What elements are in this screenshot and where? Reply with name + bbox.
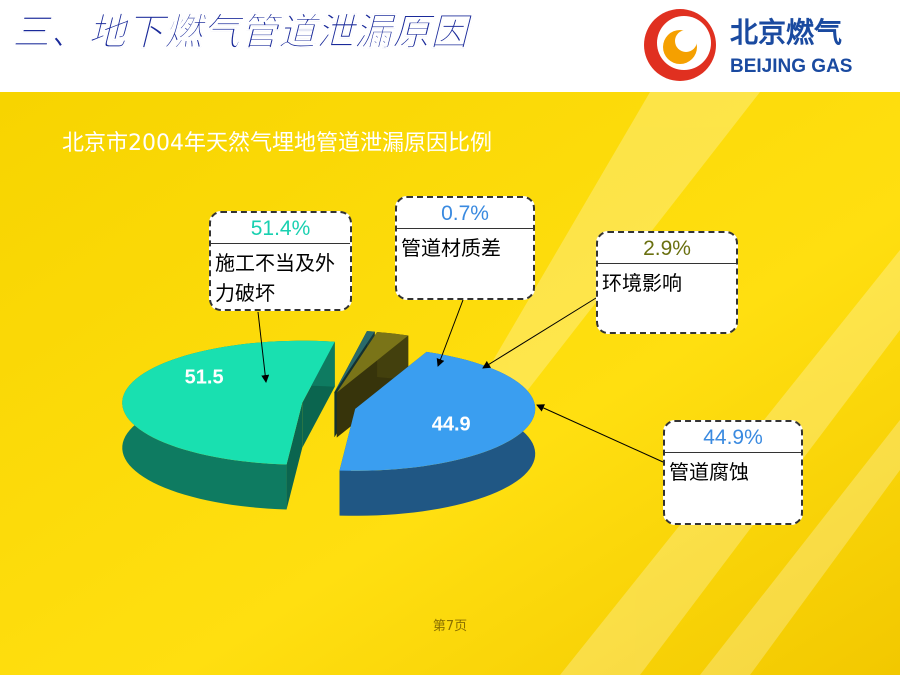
callout: 44.9% 管道腐蚀 xyxy=(663,420,803,525)
callout-percent: 51.4% xyxy=(211,213,350,244)
callout-category: 管道腐蚀 xyxy=(669,460,749,484)
page-number: 第7页 xyxy=(433,619,467,634)
callout: 2.9% 环境影响 xyxy=(596,231,738,334)
callout-arrow xyxy=(257,311,270,383)
data-label: 51.5 xyxy=(185,366,224,388)
callout-percent: 2.9% xyxy=(598,233,736,264)
callout-arrow xyxy=(482,297,597,369)
pie: 51.50.72.944.9 xyxy=(122,331,536,516)
slice xyxy=(336,332,409,393)
slide-title: 三、地下燃气管道泄漏原因 xyxy=(12,10,474,54)
slice xyxy=(122,340,335,465)
callout-category: 管道材质差 xyxy=(401,236,501,260)
slice xyxy=(339,351,536,471)
logo-name-en: BEIJING GAS xyxy=(730,56,852,77)
callout-percent: 44.9% xyxy=(665,422,801,453)
callout-arrow xyxy=(436,299,464,367)
slice xyxy=(334,331,375,393)
logo-name: 北京燃气 xyxy=(730,16,842,49)
data-label: 44.9 xyxy=(432,413,471,435)
chart-title: 北京市2004年天然气埋地管道泄漏原因比例 xyxy=(62,131,492,156)
slice-wall xyxy=(286,402,303,510)
callout: 51.4% 施工不当及外力破坏 xyxy=(209,211,352,311)
logo-mark xyxy=(644,9,716,81)
callout: 0.7% 管道材质差 xyxy=(395,196,535,300)
callout-percent: 0.7% xyxy=(397,198,533,229)
callout-category: 环境影响 xyxy=(602,271,682,295)
callout-arrow xyxy=(536,404,664,463)
callout-category: 施工不当及外力破坏 xyxy=(215,251,335,305)
